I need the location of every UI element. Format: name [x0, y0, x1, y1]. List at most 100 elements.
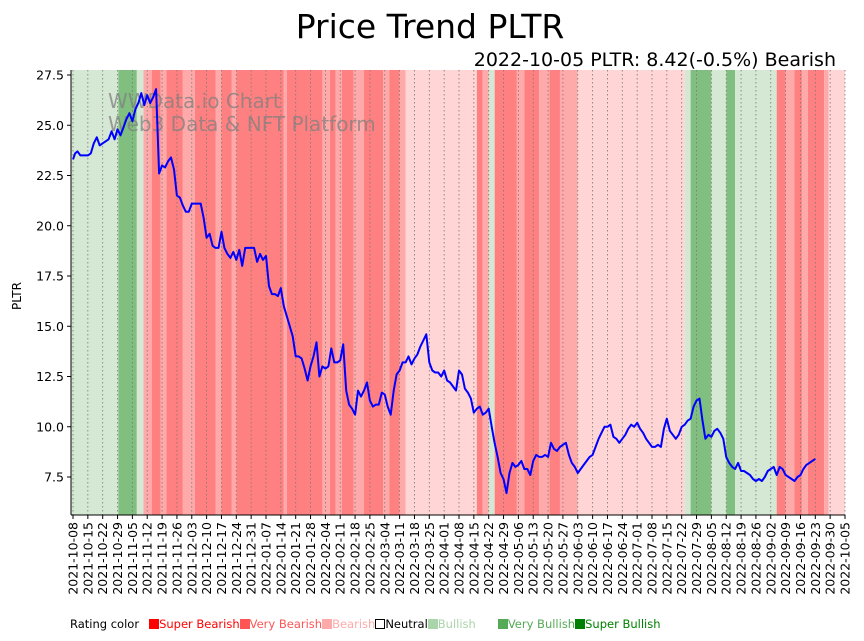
x-tick-label: 2021-11-12	[140, 522, 155, 595]
x-tick-label: 2022-01-21	[288, 522, 303, 595]
legend-items: Super Bearish Very Bearish Bearish Neutral B…	[149, 617, 661, 631]
rating-band	[71, 70, 119, 515]
x-tick-label: 2022-05-06	[511, 522, 526, 595]
x-tick-label: 2022-06-10	[585, 522, 600, 595]
rating-band	[383, 70, 390, 515]
rating-band	[711, 70, 727, 515]
rating-band	[118, 70, 137, 515]
x-tick-label: 2022-07-29	[689, 522, 704, 595]
rating-band	[824, 70, 829, 515]
legend-label: Bullish	[437, 617, 476, 631]
legend-label: Bearish	[332, 617, 376, 631]
rating-band	[549, 70, 560, 515]
legend-label: Very Bearish	[249, 617, 323, 631]
legend-swatch	[575, 619, 586, 629]
legend-swatch	[149, 619, 160, 629]
x-tick-label: 2022-02-25	[362, 522, 377, 595]
watermark-line-1: WWData.io Chart	[108, 89, 281, 113]
x-tick-label: 2021-10-29	[110, 522, 125, 595]
y-tick-label: 7.5	[44, 470, 64, 485]
rating-band	[399, 70, 406, 515]
rating-band	[363, 70, 384, 515]
rating-band	[828, 70, 845, 515]
x-tick-label: 2022-07-15	[659, 522, 674, 595]
rating-band	[143, 70, 152, 515]
x-tick-label: 2022-07-01	[630, 522, 645, 595]
rating-band	[329, 70, 336, 515]
rating-band	[735, 70, 777, 515]
rating-band	[182, 70, 195, 515]
rating-band	[166, 70, 183, 515]
y-tick-label: 25.0	[36, 118, 64, 133]
rating-band	[776, 70, 786, 515]
legend-item: Bearish	[322, 617, 375, 631]
x-tick-label: 2022-08-26	[748, 522, 763, 595]
rating-band	[684, 70, 691, 515]
x-tick-label: 2022-02-18	[348, 522, 363, 595]
x-tick-label: 2022-06-24	[615, 522, 630, 595]
x-tick-label: 2022-05-27	[555, 522, 570, 595]
legend-item: Very Bullish	[497, 617, 575, 631]
rating-band	[524, 70, 540, 515]
rating-band	[194, 70, 216, 515]
x-tick-label: 2022-04-01	[437, 522, 452, 595]
rating-band	[785, 70, 795, 515]
x-tick-label: 2022-05-13	[526, 522, 541, 595]
y-tick-label: 27.5	[36, 68, 64, 83]
x-tick-label: 2021-11-05	[125, 522, 140, 595]
legend-title: Rating color	[70, 617, 140, 631]
rating-band	[341, 70, 354, 515]
x-tick-label: 2021-11-26	[169, 522, 184, 595]
rating-band	[221, 70, 232, 515]
x-tick-label: 2022-10-05	[838, 522, 853, 595]
x-tick-label: 2022-03-04	[377, 522, 392, 595]
rating-band	[236, 70, 284, 515]
x-tick-label: 2022-05-20	[541, 522, 556, 595]
x-tick-label: 2022-03-11	[392, 522, 407, 595]
rating-band	[353, 70, 364, 515]
legend-swatch	[375, 619, 386, 629]
rating-band	[151, 70, 161, 515]
y-tick-label: 12.5	[36, 369, 64, 384]
x-tick-label: 2022-03-18	[407, 522, 422, 595]
chart-subtitle: 2022-10-05 PLTR: 8.42(-0.5%) Bearish	[474, 49, 836, 71]
x-tick-label: 2022-08-19	[734, 522, 749, 595]
rating-band	[690, 70, 712, 515]
legend-label: Neutral	[385, 617, 428, 631]
rating-band	[794, 70, 802, 515]
rating-band	[577, 70, 685, 515]
y-tick-label: 15.0	[36, 319, 64, 334]
legend-item: Super Bearish	[149, 617, 240, 631]
x-tick-label: 2022-04-29	[496, 522, 511, 595]
legend-swatch	[239, 619, 250, 629]
price-line	[72, 88, 816, 495]
x-tick-label: 2022-04-08	[452, 522, 467, 595]
rating-bands	[71, 70, 845, 515]
rating-band	[559, 70, 578, 515]
legend-swatch	[427, 619, 438, 629]
rating-band	[488, 70, 495, 515]
x-tick-label: 2022-09-02	[763, 522, 778, 595]
x-tick-label: 2022-09-23	[808, 522, 823, 595]
legend-swatch	[497, 619, 508, 629]
rating-band	[726, 70, 736, 515]
x-tick-label: 2021-10-08	[66, 522, 81, 595]
x-tick-label: 2022-06-03	[570, 522, 585, 595]
x-tick-label: 2022-01-14	[273, 522, 288, 595]
y-axis-ticks: 7.5 10.0 12.5 15.0 17.5 20.0 22.5 25.0 27.5	[36, 68, 71, 485]
watermark: WWData.io Chart Web3 Data & NFT Platform	[108, 89, 376, 136]
legend-item: Very Bearish	[239, 617, 323, 631]
legend-item: Super Bullish	[575, 617, 661, 631]
y-tick-label: 22.5	[36, 168, 64, 183]
y-axis-label: PLTR	[10, 282, 24, 310]
x-tick-label: 2022-09-30	[823, 522, 838, 595]
x-tick-label: 2022-09-16	[793, 522, 808, 595]
legend-label: Super Bullish	[585, 617, 661, 631]
x-tick-label: 2022-04-15	[466, 522, 481, 595]
legend-item: Neutral	[375, 617, 428, 631]
rating-band	[335, 70, 342, 515]
x-tick-label: 2021-12-10	[199, 522, 214, 595]
rating-band	[494, 70, 517, 515]
price-series	[72, 88, 816, 495]
